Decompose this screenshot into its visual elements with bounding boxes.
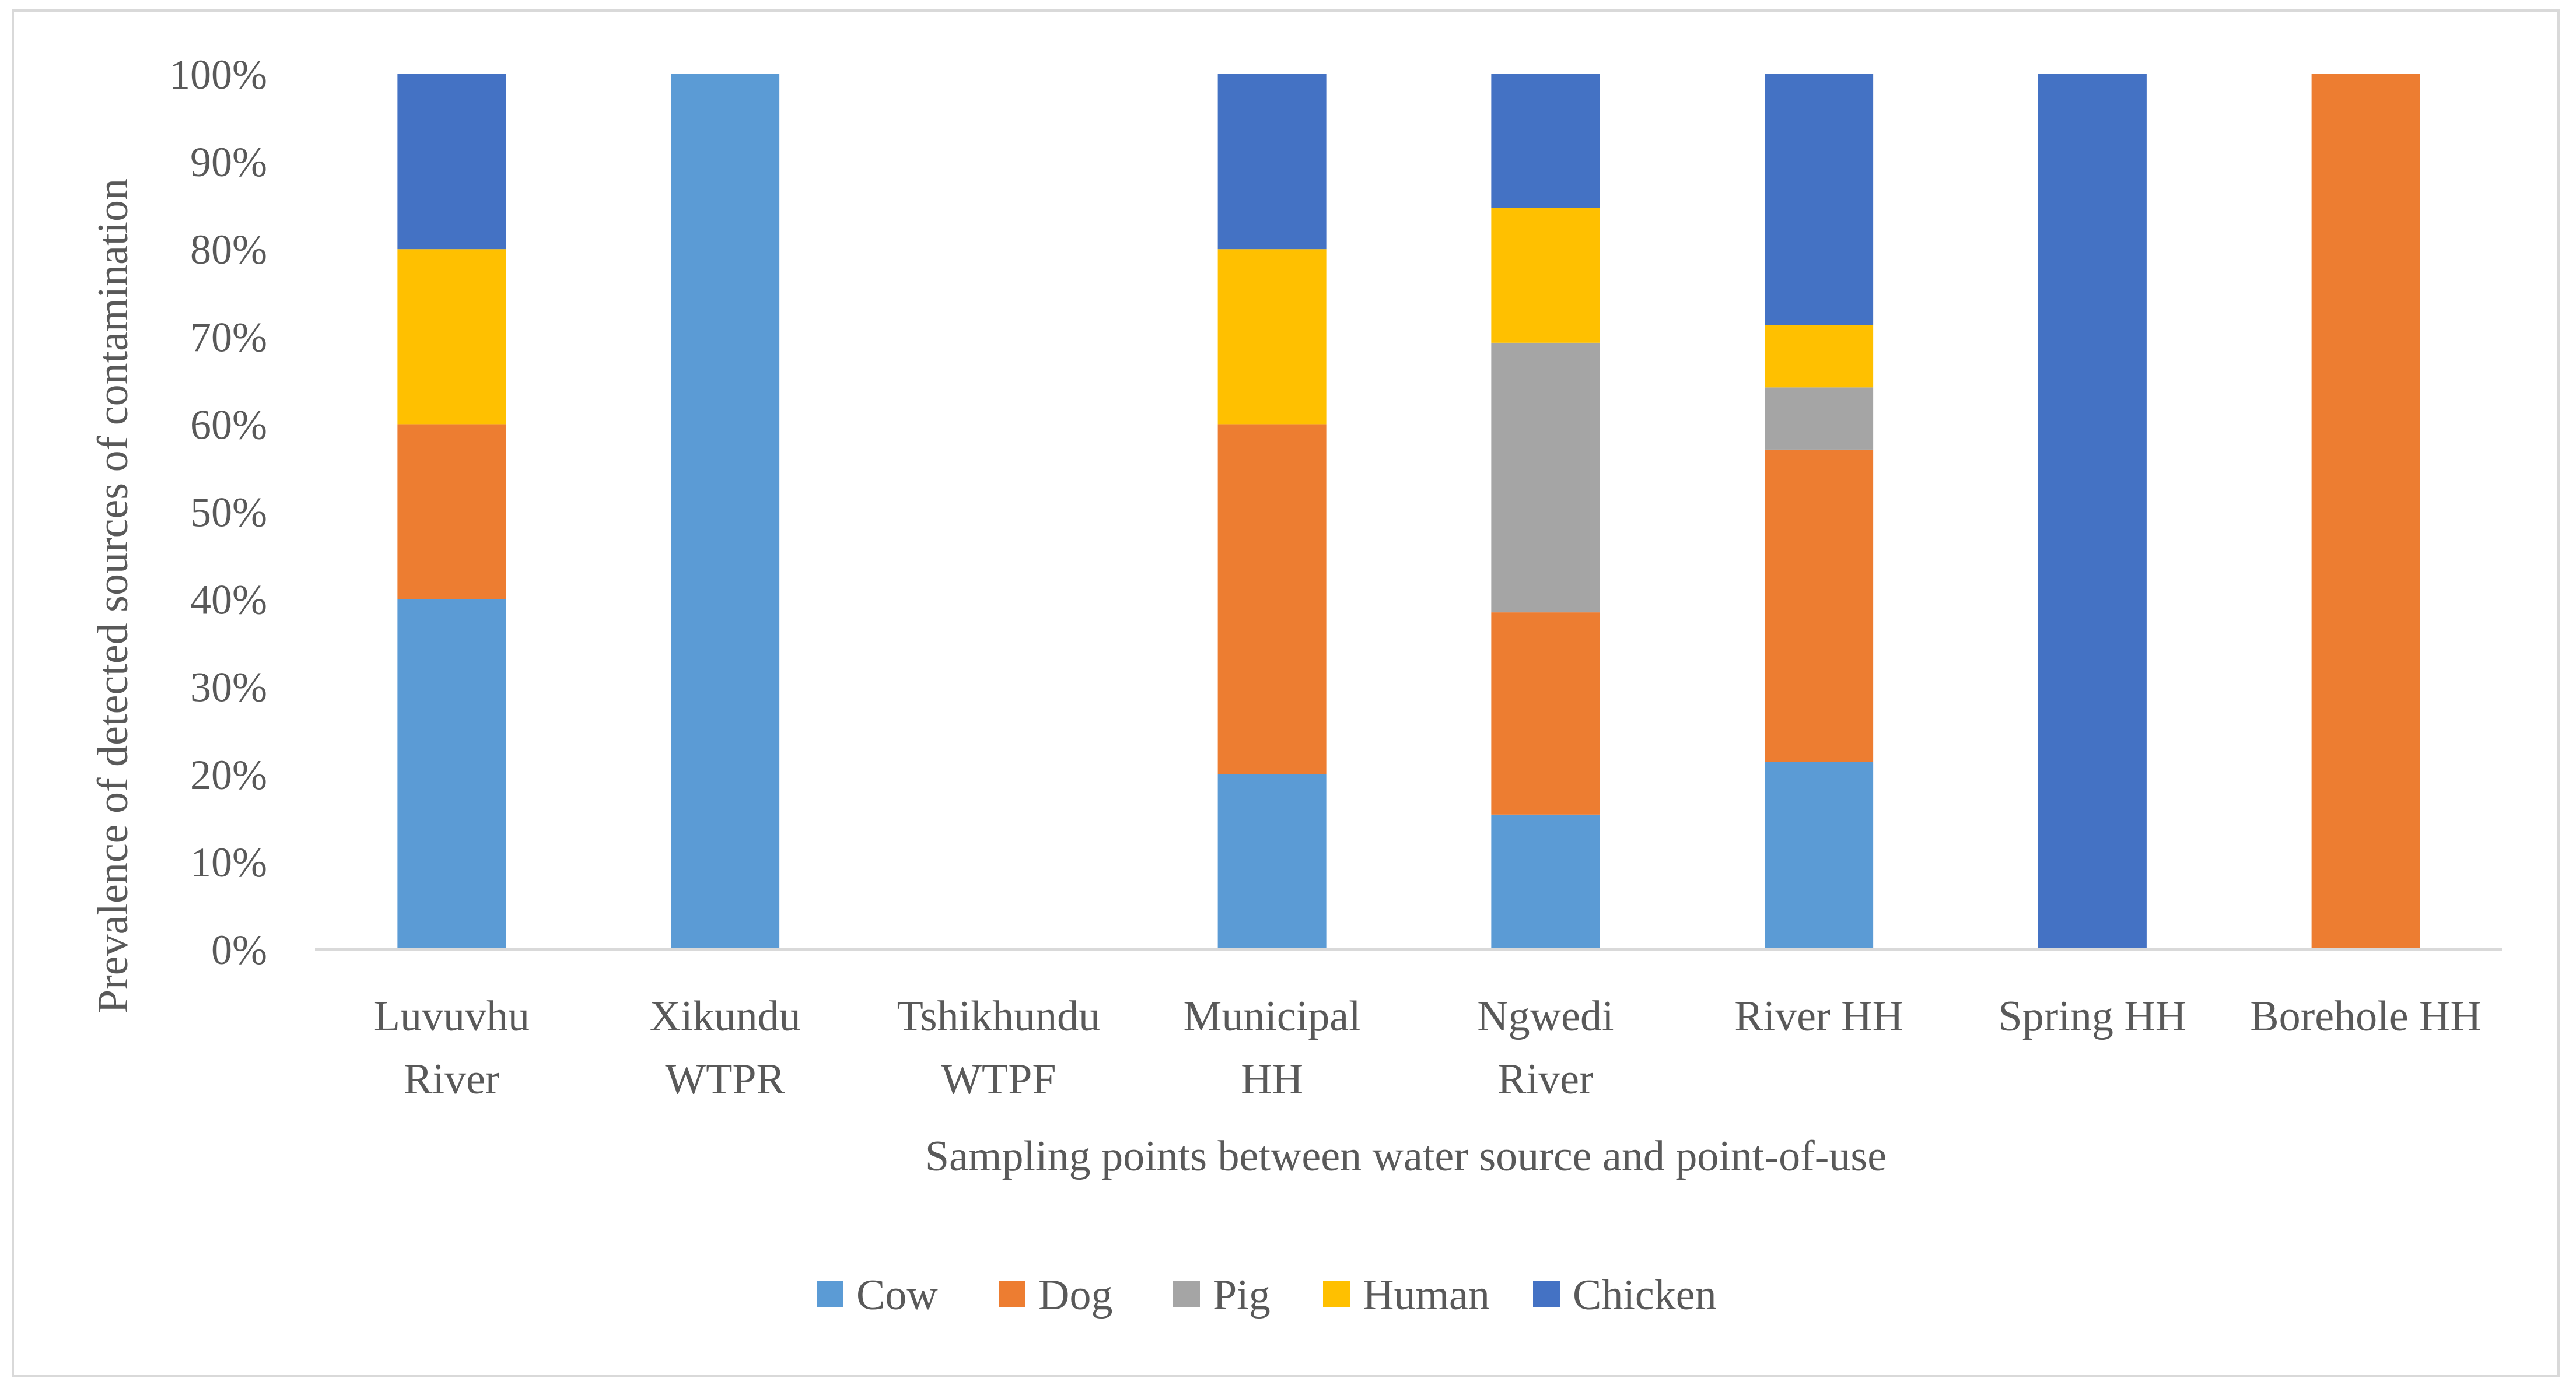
x-tick-label: Ngwedi xyxy=(1477,993,1614,1040)
y-tick-label: 20% xyxy=(190,752,267,798)
y-tick-label: 70% xyxy=(190,314,267,360)
x-axis-title: Sampling points between water source and… xyxy=(925,1132,1887,1180)
legend-swatch xyxy=(999,1281,1026,1307)
legend-item-human: Human xyxy=(1323,1271,1490,1319)
y-tick-labels: 0% 10% 20% 30% 40% 50% 60% 70% 80% 90% 100% xyxy=(169,51,267,973)
bar-segment-cow-3 xyxy=(1217,774,1326,949)
legend-label: Pig xyxy=(1213,1271,1270,1319)
legend-swatch xyxy=(817,1281,844,1307)
bar-segment-chicken-3 xyxy=(1217,74,1326,250)
legend-item-cow: Cow xyxy=(817,1271,938,1319)
legend-swatch xyxy=(1173,1281,1200,1307)
legend-swatch xyxy=(1533,1281,1560,1307)
bar-segment-pig-5 xyxy=(1765,387,1874,450)
bar-segment-human-0 xyxy=(397,249,506,425)
bar-segment-human-3 xyxy=(1217,249,1326,425)
y-tick-label: 10% xyxy=(190,839,267,886)
x-tick-label: Municipal xyxy=(1184,993,1361,1040)
x-tick-label: HH xyxy=(1241,1056,1303,1103)
x-tick-label: River HH xyxy=(1734,993,1903,1040)
y-tick-label: 100% xyxy=(169,51,267,98)
legend-label: Cow xyxy=(856,1271,938,1319)
bar-segment-cow-1 xyxy=(671,74,780,949)
legend-label: Chicken xyxy=(1573,1271,1717,1319)
y-axis-title: Prevalence of detected sources of contam… xyxy=(89,178,137,1014)
bar-segment-chicken-0 xyxy=(397,74,506,250)
y-tick-label: 80% xyxy=(190,226,267,273)
bar-segment-cow-5 xyxy=(1765,762,1874,949)
y-tick-label: 0% xyxy=(211,927,267,973)
x-tick-label: Tshikhundu xyxy=(897,993,1100,1040)
x-tick-labels: Luvuvhu River Xikundu WTPR Tshikhundu WTPF Mun… xyxy=(374,993,2482,1103)
x-tick-label: Luvuvhu xyxy=(374,993,530,1040)
x-tick-label: River xyxy=(404,1056,499,1103)
x-tick-label: Spring HH xyxy=(1999,993,2187,1040)
bars-group xyxy=(397,74,2420,949)
bar-segment-chicken-6 xyxy=(2038,74,2147,949)
bar-segment-chicken-4 xyxy=(1491,74,1600,208)
legend-item-pig: Pig xyxy=(1173,1271,1270,1319)
y-tick-label: 90% xyxy=(190,139,267,185)
legend: Cow Dog Pig Human Chicken xyxy=(817,1271,1717,1319)
x-tick-label: WTPR xyxy=(665,1056,785,1103)
y-tick-label: 40% xyxy=(190,577,267,623)
legend-label: Human xyxy=(1363,1271,1490,1319)
x-tick-label: WTPF xyxy=(941,1056,1056,1103)
bar-segment-pig-4 xyxy=(1491,342,1600,613)
bar-segment-dog-5 xyxy=(1765,449,1874,762)
bar-segment-cow-4 xyxy=(1491,814,1600,949)
legend-label: Dog xyxy=(1038,1271,1112,1319)
x-tick-label: River xyxy=(1497,1056,1593,1103)
bar-segment-dog-0 xyxy=(397,424,506,599)
bar-segment-dog-4 xyxy=(1491,612,1600,815)
x-tick-label: Borehole HH xyxy=(2250,993,2482,1040)
legend-swatch xyxy=(1323,1281,1350,1307)
bar-segment-cow-0 xyxy=(397,599,506,949)
y-tick-label: 30% xyxy=(190,664,267,711)
bar-segment-human-4 xyxy=(1491,208,1600,343)
legend-item-dog: Dog xyxy=(999,1271,1112,1319)
legend-item-chicken: Chicken xyxy=(1533,1271,1717,1319)
bar-segment-dog-3 xyxy=(1217,424,1326,774)
y-tick-label: 50% xyxy=(190,489,267,536)
x-tick-label: Xikundu xyxy=(650,993,801,1040)
y-tick-label: 60% xyxy=(190,401,267,448)
bar-segment-dog-7 xyxy=(2311,74,2420,949)
bar-segment-chicken-5 xyxy=(1765,74,1874,325)
bar-segment-human-5 xyxy=(1765,325,1874,388)
